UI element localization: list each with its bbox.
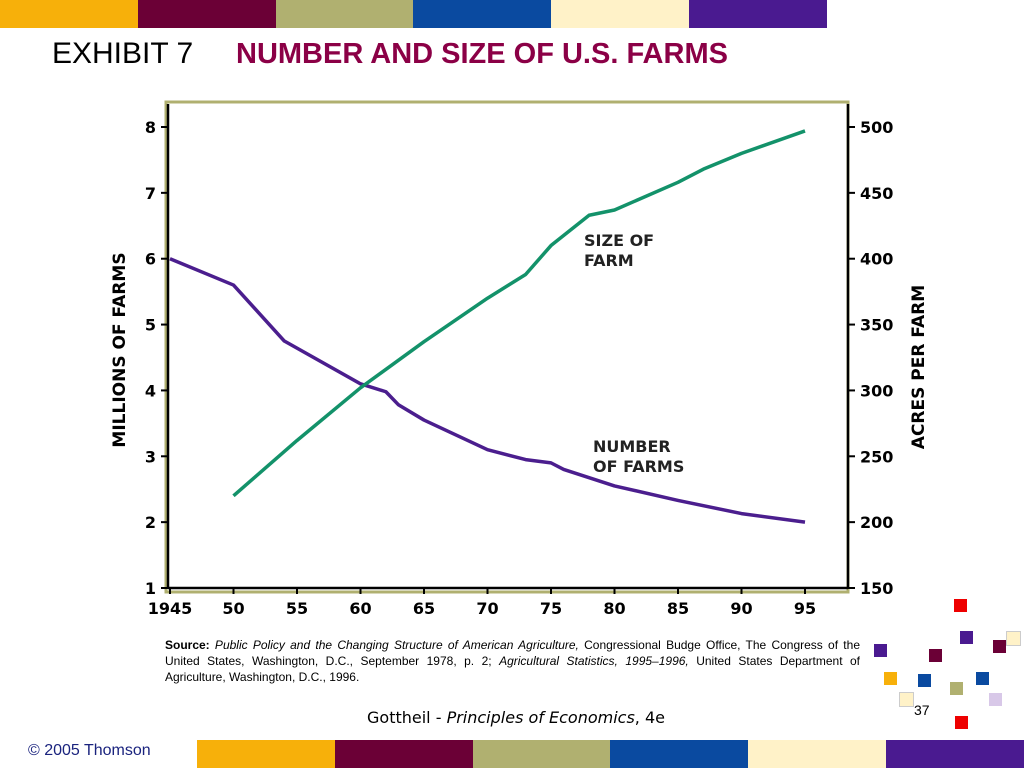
chart: EXHIBIT 7 NUMBER AND SIZE OF U.S. FARMS …	[52, 37, 929, 618]
footer-book: Principles of Economics	[446, 708, 635, 727]
y-tick-label: 1	[145, 579, 156, 598]
plot-frame	[164, 100, 850, 594]
annotation: OF FARMS	[593, 457, 684, 476]
series-line	[232, 129, 806, 498]
y-tick-label: 8	[145, 118, 156, 137]
y2-tick-label: 200	[860, 513, 893, 532]
y-tick-label: 2	[145, 513, 156, 532]
annotation: FARM	[584, 251, 634, 270]
y2-tick-label: 400	[860, 250, 893, 269]
bottom-color-bar	[197, 740, 1024, 768]
footer: Gottheil - Principles of Economics, 4e	[367, 708, 665, 727]
y2-tick-label: 150	[860, 579, 893, 598]
x-tick-label: 60	[349, 599, 371, 618]
x-tick-label: 70	[476, 599, 498, 618]
y-tick-label: 7	[145, 184, 156, 203]
y2-tick-label: 500	[860, 118, 893, 137]
y2-axis-label: ACRES PER FARM	[909, 285, 929, 449]
y2-tick-label: 450	[860, 184, 893, 203]
source-note: Source: Public Policy and the Changing S…	[165, 637, 860, 685]
page-number: 37	[914, 702, 930, 718]
series-line	[169, 257, 806, 524]
x-tick-label: 80	[603, 599, 625, 618]
footer-author: Gottheil -	[367, 708, 447, 727]
y-axis-label: MILLIONS OF FARMS	[110, 252, 130, 447]
subtitle: NUMBER AND SIZE OF U.S. FARMS	[236, 38, 728, 70]
y-tick-label: 6	[145, 250, 156, 269]
source-text: Agricultural Statistics, 1995–1996,	[499, 654, 689, 668]
y2-tick-label: 250	[860, 447, 893, 466]
top-color-bar	[0, 0, 827, 28]
x-tick-label: 65	[413, 599, 435, 618]
source-text: Congressional Budge Office, The Congress…	[165, 638, 860, 668]
copyright: © 2005 Thomson	[28, 742, 151, 759]
y-tick-label: 3	[145, 447, 156, 466]
source-text: Public Policy and the Changing Structure…	[209, 638, 579, 652]
x-tick-label: 85	[667, 599, 689, 618]
y-tick-label: 4	[145, 381, 156, 400]
title: EXHIBIT 7	[52, 37, 193, 70]
annotation: SIZE OF	[584, 231, 654, 250]
source-text: United States Department of Agriculture,…	[165, 654, 860, 684]
footer-edition: , 4e	[634, 708, 665, 727]
x-tick-label: 90	[730, 599, 752, 618]
x-tick-label: 95	[794, 599, 816, 618]
x-tick-label: 55	[286, 599, 308, 618]
source-text: Source:	[165, 638, 210, 652]
x-tick-label: 1945	[148, 599, 193, 618]
y2-tick-label: 300	[860, 381, 893, 400]
y2-tick-label: 350	[860, 316, 893, 335]
annotation: NUMBER	[593, 437, 671, 456]
x-tick-label: 50	[222, 599, 244, 618]
x-tick-label: 75	[540, 599, 562, 618]
y-tick-label: 5	[145, 316, 156, 335]
